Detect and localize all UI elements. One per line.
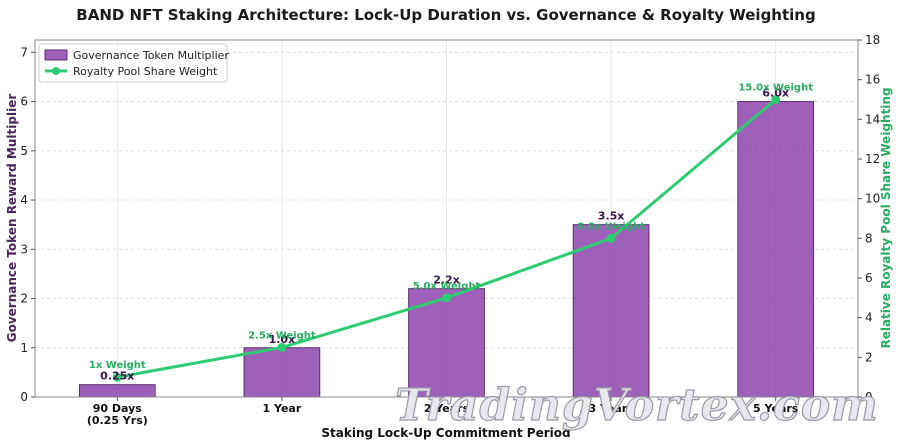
y-right-tick-label: 12 bbox=[865, 152, 880, 166]
x-tick-label: 1 Year bbox=[263, 402, 302, 415]
y-right-tick-label: 10 bbox=[865, 192, 880, 206]
bar-value-label: 3.5x bbox=[598, 210, 625, 223]
y-right-tick-label: 14 bbox=[865, 112, 880, 126]
bar bbox=[78, 384, 156, 398]
y-left-tick-label: 4 bbox=[20, 193, 28, 207]
line-point bbox=[277, 342, 287, 352]
line-value-label: 15.0x Weight bbox=[738, 83, 813, 94]
line-value-label: 8.0x Weight bbox=[577, 221, 645, 232]
bar-value-label: 0.25x bbox=[100, 370, 134, 383]
y-right-tick-label: 8 bbox=[865, 231, 873, 245]
bar-value-label: 6.0x bbox=[762, 87, 789, 100]
x-axis-label: Staking Lock-Up Commitment Period bbox=[321, 426, 570, 440]
legend: Governance Token Multiplier Royalty Pool … bbox=[38, 43, 229, 83]
x-tick-label: 3 Years bbox=[588, 402, 634, 415]
line-point bbox=[442, 293, 451, 303]
y-left-tick-label: 6 bbox=[20, 95, 28, 109]
y-right-tick-label: 6 bbox=[865, 271, 873, 285]
y-right-tick-label: 18 bbox=[865, 33, 880, 47]
legend-label-line: Royalty Pool Share Weight bbox=[73, 65, 218, 78]
plot-area: 0.25x 1.0x 2.2x 3.5x 6.0x 1x Weight 2.5x Weigh… bbox=[20, 33, 880, 427]
bar bbox=[243, 347, 321, 398]
bar-value-label: 1.0x bbox=[269, 333, 296, 346]
line-value-label: 5.0x Weight bbox=[413, 281, 481, 292]
chart-title: BAND NFT Staking Architecture: Lock-Up D… bbox=[76, 6, 815, 24]
line-value-label: 1x Weight bbox=[89, 360, 146, 371]
bar bbox=[737, 101, 815, 398]
legend-label-bar: Governance Token Multiplier bbox=[73, 49, 229, 62]
y-left-tick-label: 2 bbox=[20, 292, 28, 306]
line-point bbox=[112, 372, 122, 382]
x-tick-label: (0.25 Yrs) bbox=[87, 414, 148, 427]
y-axis-right-label: Relative Royalty Pool Share Weighting bbox=[879, 87, 893, 348]
y-left-tick-label: 1 bbox=[20, 341, 28, 355]
y-right-tick-label: 0 bbox=[865, 390, 873, 404]
watermark: TradingVortex.com bbox=[395, 380, 879, 431]
y-left-tick-label: 5 bbox=[20, 144, 28, 158]
x-tick-label: 2 Years bbox=[424, 402, 470, 415]
x-tick-label: 90 Days bbox=[93, 402, 143, 415]
y-left-tick-label: 7 bbox=[20, 45, 28, 59]
x-tick-label: 5 Years bbox=[753, 402, 799, 415]
line-value-label: 2.5x Weight bbox=[248, 330, 316, 341]
legend-box bbox=[38, 43, 228, 83]
y-axis-left-label: Governance Token Reward Multiplier bbox=[5, 94, 19, 343]
bar bbox=[572, 224, 650, 398]
line-point bbox=[606, 233, 616, 243]
y-right-tick-label: 16 bbox=[865, 73, 880, 87]
bar-value-label: 2.2x bbox=[433, 274, 460, 287]
y-left-tick-label: 0 bbox=[20, 390, 28, 404]
y-left-tick-label: 3 bbox=[20, 242, 28, 256]
legend-swatch-bar bbox=[44, 49, 68, 61]
y-right-tick-label: 4 bbox=[865, 311, 873, 325]
y-right-tick-label: 2 bbox=[865, 350, 873, 364]
line-point bbox=[771, 95, 781, 104]
legend-swatch-marker bbox=[52, 67, 60, 75]
